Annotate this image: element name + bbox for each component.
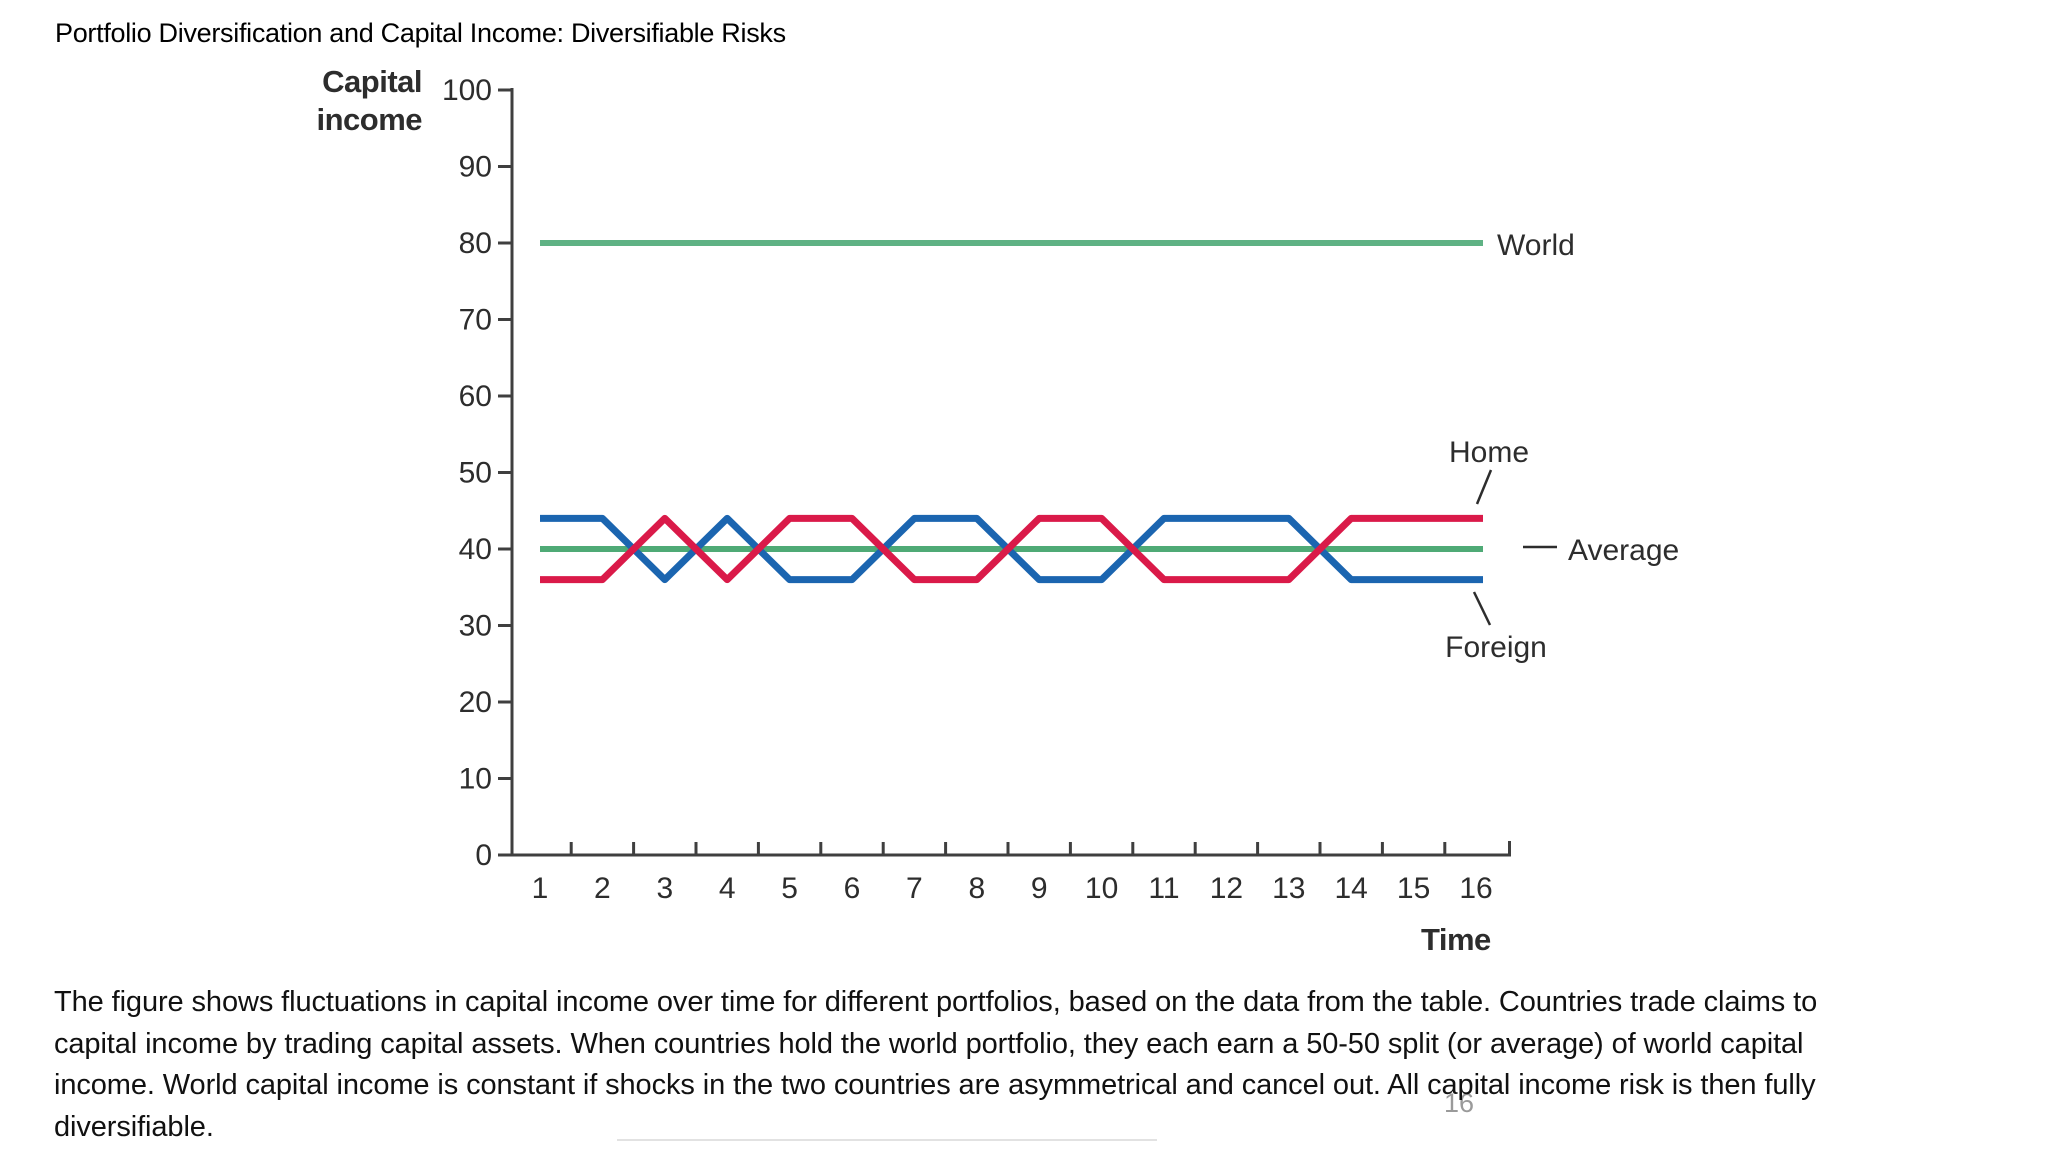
y-axis-tick-label: 80	[459, 227, 492, 260]
y-axis-tick-label: 10	[459, 763, 492, 796]
x-axis-tick-label: 13	[1272, 872, 1305, 905]
x-axis-title: Time	[1421, 922, 1491, 957]
series-line-home	[540, 514, 1483, 584]
series-label-average: Average	[1568, 534, 1679, 567]
y-axis-tick-label: 30	[459, 610, 492, 643]
x-axis-tick-label: 16	[1459, 872, 1492, 905]
y-axis-tick-label: 100	[442, 74, 492, 107]
caption-line: diversifiable.	[54, 1110, 214, 1143]
x-axis-tick-label: 10	[1085, 872, 1118, 905]
y-axis-tick-label: 70	[459, 304, 492, 337]
x-axis-tick-label: 3	[656, 872, 673, 905]
x-axis-tick-label: 7	[906, 872, 923, 905]
y-axis-title: Capital income	[266, 63, 422, 139]
y-axis-tick-label: 0	[475, 839, 492, 872]
caption-line: income. World capital income is constant…	[54, 1069, 1816, 1101]
x-axis-tick-label: 14	[1335, 872, 1368, 905]
slide-title: Portfolio Diversification and Capital In…	[55, 18, 786, 48]
y-axis-title-line1: Capital	[322, 64, 422, 99]
y-axis-tick-label: 40	[459, 533, 492, 566]
caption-line: capital income by trading capital assets…	[54, 1027, 1804, 1060]
x-axis-tick-label: 8	[968, 872, 985, 905]
y-axis-title-line2: income	[316, 102, 422, 137]
x-axis-tick-label: 9	[1031, 872, 1048, 905]
annotation-leader-foreign	[1472, 591, 1492, 626]
x-axis-tick-label: 5	[781, 872, 798, 905]
x-axis-tick-label: 15	[1397, 872, 1430, 905]
x-axis-tick-label: 6	[844, 872, 861, 905]
figure-caption: The figure shows fluctuations in capital…	[54, 982, 2006, 1148]
y-axis-tick-label: 90	[459, 151, 492, 184]
caption-line: The figure shows fluctuations in capital…	[54, 986, 1818, 1018]
series-line-foreign	[540, 514, 1483, 584]
x-axis-tick-label: 12	[1210, 872, 1243, 905]
bottom-divider-line	[617, 1139, 1157, 1141]
x-axis-tick-label: 4	[719, 872, 736, 905]
series-label-world: World	[1497, 229, 1575, 262]
annotation-leader-home	[1475, 469, 1493, 505]
x-axis-tick-label: 11	[1148, 872, 1179, 905]
series-label-foreign: Foreign	[1445, 631, 1547, 664]
y-axis-tick-label: 50	[459, 457, 492, 490]
series-label-home: Home	[1449, 436, 1529, 469]
y-axis-tick-label: 20	[459, 686, 492, 719]
page-number: 16	[1444, 1088, 1475, 1118]
x-axis-tick-label: 1	[532, 872, 549, 905]
y-axis-tick-label: 60	[459, 380, 492, 413]
x-axis-tick-label: 2	[594, 872, 611, 905]
